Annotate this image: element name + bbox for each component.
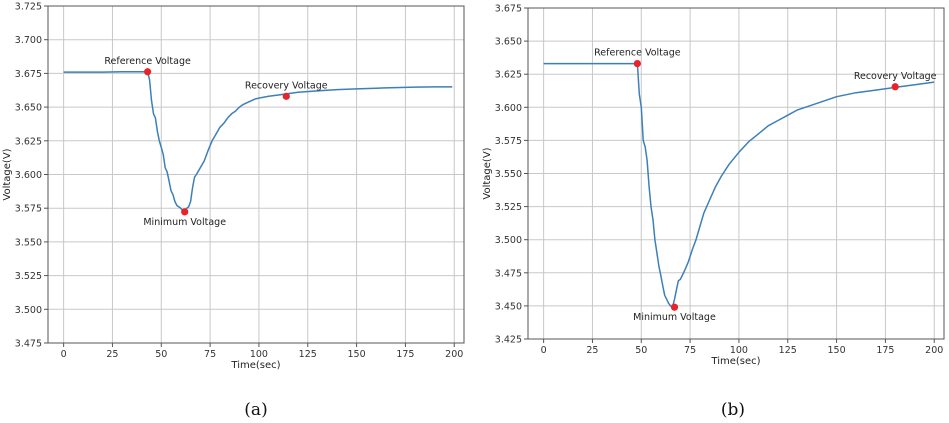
annotation-label: Minimum Voltage xyxy=(143,217,226,228)
x-tick-label: 200 xyxy=(925,345,943,356)
y-axis-label: Voltage(V) xyxy=(482,147,493,199)
x-tick-label: 200 xyxy=(445,349,463,360)
x-tick-label: 25 xyxy=(106,349,118,360)
x-tick-label: 25 xyxy=(586,345,598,356)
y-tick-label: 3.600 xyxy=(15,170,42,181)
y-tick-label: 3.525 xyxy=(15,271,42,282)
x-tick-label: 175 xyxy=(396,349,414,360)
chart-panel-b: 0 25 50 75 100 125 150 175 200 3.425 3.450 3.475 3.5… xyxy=(482,4,945,420)
x-tick-label: 50 xyxy=(635,345,647,356)
annotation-marker xyxy=(891,83,899,91)
y-tick-label: 3.575 xyxy=(15,204,42,215)
annotation-marker xyxy=(181,208,189,216)
annotation-marker xyxy=(144,68,152,76)
y-tick-label: 3.625 xyxy=(15,136,42,147)
y-tick-label: 3.500 xyxy=(15,305,42,316)
x-tick-label: 0 xyxy=(61,349,67,360)
annotation-marker xyxy=(670,303,679,311)
annotation-label: Reference Voltage xyxy=(104,56,191,67)
annotation-label: Minimum Voltage xyxy=(633,312,716,323)
panel-caption: (a) xyxy=(244,400,267,420)
annotation-label: Recovery Voltage xyxy=(245,80,328,91)
x-axis-label: Time(sec) xyxy=(710,356,760,367)
x-tick-label: 175 xyxy=(876,345,894,356)
panel-caption: (b) xyxy=(721,400,745,420)
x-tick-label: 100 xyxy=(250,349,268,360)
y-tick-label: 3.725 xyxy=(15,2,42,13)
voltage-series-line xyxy=(543,62,935,308)
annotation-label: Recovery Voltage xyxy=(854,71,937,82)
x-tick-label: 125 xyxy=(299,349,317,360)
y-tick-label: 3.650 xyxy=(15,103,42,114)
y-tick-label: 3.475 xyxy=(495,268,522,279)
x-tick-label: 50 xyxy=(155,349,167,360)
annotation-marker xyxy=(633,60,641,68)
x-tick-label: 100 xyxy=(730,345,748,356)
x-tick-label: 125 xyxy=(779,345,797,356)
y-tick-label: 3.675 xyxy=(15,69,42,80)
annotation-marker xyxy=(282,92,290,100)
x-axis-label: Time(sec) xyxy=(230,360,280,371)
y-tick-label: 3.600 xyxy=(495,103,522,114)
x-tick-label: 150 xyxy=(828,345,846,356)
y-tick-label: 3.425 xyxy=(495,335,522,346)
x-tick-label: 0 xyxy=(541,345,547,356)
y-tick-label: 3.500 xyxy=(495,235,522,246)
y-tick-label: 3.650 xyxy=(495,37,522,48)
y-tick-label: 3.575 xyxy=(495,136,522,147)
y-tick-label: 3.475 xyxy=(15,339,42,350)
y-tick-label: 3.450 xyxy=(495,301,522,312)
voltage-series-line xyxy=(63,71,453,212)
y-tick-label: 3.550 xyxy=(495,169,522,180)
y-tick-label: 3.700 xyxy=(15,35,42,46)
y-tick-label: 3.675 xyxy=(495,4,522,15)
x-tick-label: 75 xyxy=(684,345,696,356)
annotation-label: Reference Voltage xyxy=(594,48,681,59)
y-tick-label: 3.625 xyxy=(495,70,522,81)
x-tick-label: 150 xyxy=(348,349,366,360)
y-tick-label: 3.525 xyxy=(495,202,522,213)
y-axis-label: Voltage(V) xyxy=(2,148,13,200)
y-tick-label: 3.550 xyxy=(15,237,42,248)
x-tick-label: 75 xyxy=(204,349,216,360)
chart-panel-a: 0 25 50 75 100 125 150 175 200 3.475 3.500 3.525 3.5… xyxy=(2,2,465,420)
